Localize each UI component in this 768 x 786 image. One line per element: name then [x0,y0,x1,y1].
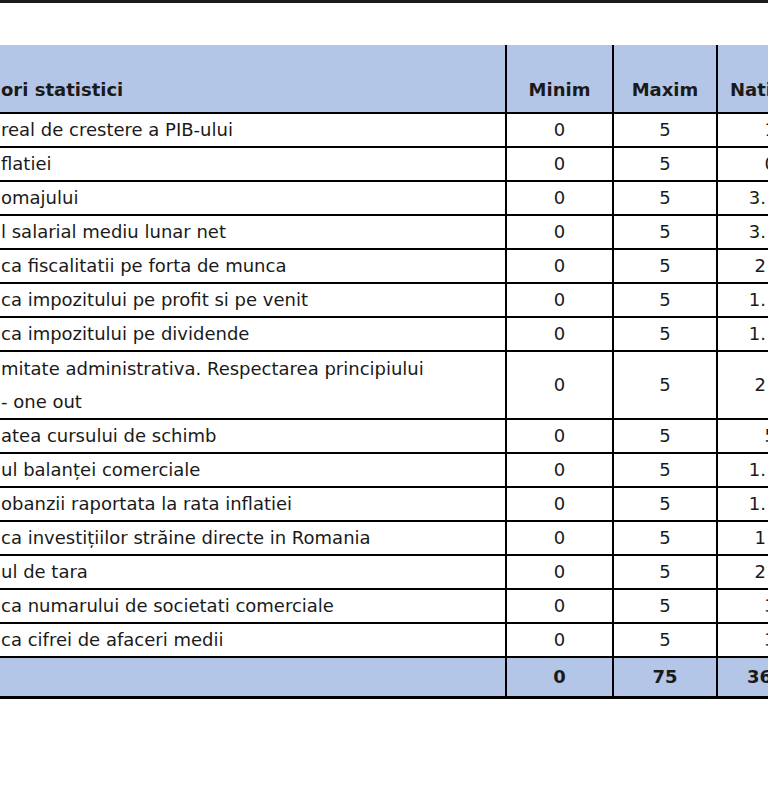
cell-maxim: 5 [613,351,717,419]
cell-maxim: 5 [613,283,717,317]
row-label: ca numarului de societati comerciale [0,589,506,623]
indicators-table: ori statistici Minim Maxim Nati real de … [0,45,768,699]
row-label: ca investițiilor străine directe in Roma… [0,521,506,555]
cell-minim: 0 [506,589,613,623]
cell-minim: 0 [506,555,613,589]
cell-minim: 0 [506,487,613,521]
cell-minim: 0 [506,351,613,419]
total-minim: 0 [506,657,613,698]
header-row: ori statistici Minim Maxim Nati [0,45,768,113]
cell-minim: 0 [506,453,613,487]
cell-maxim: 5 [613,589,717,623]
cell-maxim: 5 [613,147,717,181]
cell-national: 3. [717,215,768,249]
cell-minim: 0 [506,283,613,317]
table-row: ca impozitului pe profit si pe venit 0 5… [0,283,768,317]
row-label: l salarial mediu lunar net [0,215,506,249]
cell-national: 5 [717,419,768,453]
cell-minim: 0 [506,623,613,657]
cell-minim: 0 [506,215,613,249]
cell-maxim: 5 [613,181,717,215]
table-row: ca investițiilor străine directe in Roma… [0,521,768,555]
cell-maxim: 5 [613,215,717,249]
cell-minim: 0 [506,147,613,181]
cell-minim: 0 [506,249,613,283]
col-header-national: Nati [717,45,768,113]
cell-national: 1. [717,487,768,521]
row-label: ca impozitului pe dividende [0,317,506,351]
table-row: ca numarului de societati comerciale 0 5… [0,589,768,623]
table-row: atea cursului de schimb 0 5 5 [0,419,768,453]
cell-maxim: 5 [613,555,717,589]
table-row: omajului 0 5 3. [0,181,768,215]
cell-maxim: 5 [613,419,717,453]
row-label: flatiei [0,147,506,181]
cell-maxim: 5 [613,521,717,555]
row-label: obanzii raportata la rata inflatiei [0,487,506,521]
table-row: obanzii raportata la rata inflatiei 0 5 … [0,487,768,521]
cell-national: 1. [717,283,768,317]
table-row: mitate administrativa. Respectarea princ… [0,351,768,419]
table-row: real de crestere a PIB-ului 0 5 1 [0,113,768,147]
total-national: 36 [717,657,768,698]
cell-national: 1. [717,317,768,351]
cell-minim: 0 [506,521,613,555]
table-row: ca cifrei de afaceri medii 0 5 3 [0,623,768,657]
top-rule [0,0,768,3]
cell-national: 1. [717,453,768,487]
table-row: ca fiscalitatii pe forta de munca 0 5 2 [0,249,768,283]
row-label: ca impozitului pe profit si pe venit [0,283,506,317]
total-label-cell [0,657,506,698]
cell-national: 1 [717,113,768,147]
cell-national: 2 [717,555,768,589]
cell-maxim: 5 [613,113,717,147]
row-label: real de crestere a PIB-ului [0,113,506,147]
table-row: flatiei 0 5 0 [0,147,768,181]
cell-minim: 0 [506,113,613,147]
cell-minim: 0 [506,317,613,351]
col-header-maxim: Maxim [613,45,717,113]
table-row: ca impozitului pe dividende 0 5 1. [0,317,768,351]
row-label: mitate administrativa. Respectarea princ… [0,351,506,419]
cell-national: 0 [717,147,768,181]
col-header-minim: Minim [506,45,613,113]
row-label: ul balanței comerciale [0,453,506,487]
cell-maxim: 5 [613,623,717,657]
total-row: 0 75 36 [0,657,768,698]
cell-national: 3 [717,589,768,623]
cell-maxim: 5 [613,487,717,521]
row-label: ca cifrei de afaceri medii [0,623,506,657]
table-row: ul de tara 0 5 2 [0,555,768,589]
row-label: ul de tara [0,555,506,589]
row-label: atea cursului de schimb [0,419,506,453]
cell-national: 2 [717,249,768,283]
cell-national: 3. [717,181,768,215]
cell-maxim: 5 [613,453,717,487]
cell-national: 2 [717,351,768,419]
cell-maxim: 5 [613,317,717,351]
row-label: omajului [0,181,506,215]
cell-maxim: 5 [613,249,717,283]
cell-minim: 0 [506,419,613,453]
table-row: l salarial mediu lunar net 0 5 3. [0,215,768,249]
col-header-indicator: ori statistici [0,45,506,113]
row-label: ca fiscalitatii pe forta de munca [0,249,506,283]
cell-minim: 0 [506,181,613,215]
table-row: ul balanței comerciale 0 5 1. [0,453,768,487]
total-maxim: 75 [613,657,717,698]
cell-national: 1 [717,521,768,555]
cell-national: 3 [717,623,768,657]
